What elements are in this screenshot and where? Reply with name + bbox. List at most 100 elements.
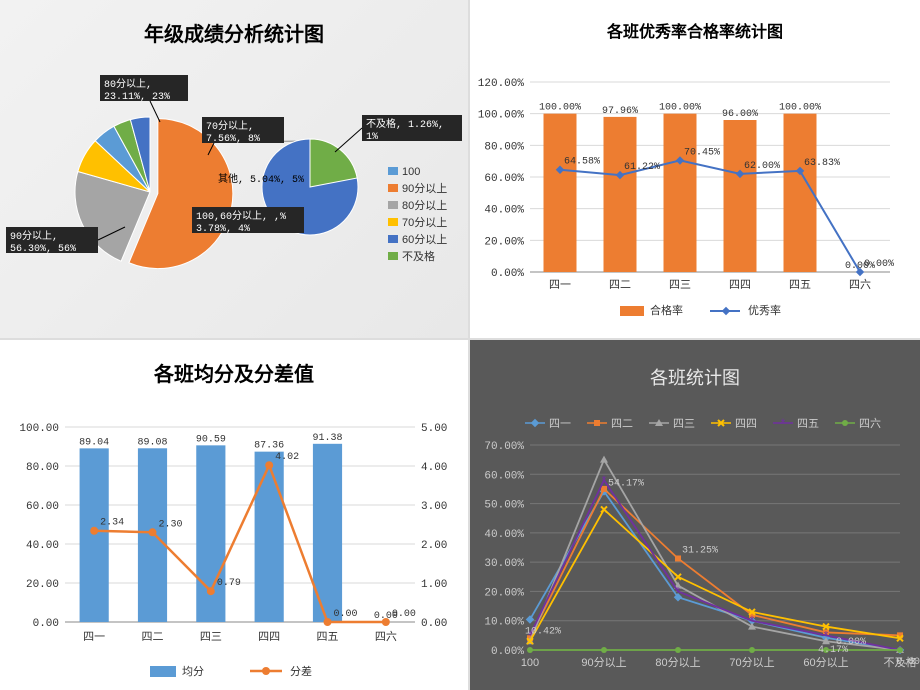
svg-text:0.00%: 0.00% <box>491 268 524 280</box>
svg-text:89.08: 89.08 <box>137 437 167 448</box>
svg-text:100: 100 <box>521 657 539 669</box>
svg-text:四二: 四二 <box>611 418 633 430</box>
svg-text:60分以上: 60分以上 <box>402 233 447 246</box>
svg-text:10.00%: 10.00% <box>484 617 524 629</box>
svg-text:30.00%: 30.00% <box>484 558 524 570</box>
svg-text:其他, 5.04%, 5%: 其他, 5.04%, 5% <box>218 172 304 186</box>
svg-text:四五: 四五 <box>317 631 339 643</box>
pie-title: 年级成绩分析统计图 <box>0 18 468 47</box>
svg-text:50.00%: 50.00% <box>484 500 524 512</box>
svg-text:0.00%: 0.00% <box>491 646 524 658</box>
svg-text:96.00%: 96.00% <box>722 109 758 120</box>
svg-text:120.00%: 120.00% <box>478 78 525 90</box>
svg-text:*: * <box>602 473 607 487</box>
svg-text:60.00: 60.00 <box>26 501 59 513</box>
svg-text:97.96%: 97.96% <box>602 106 638 117</box>
svg-text:70分以上,: 70分以上, <box>206 120 254 133</box>
svg-text:63.83%: 63.83% <box>804 158 840 169</box>
class-dist-chart: 0.00% 10.00% 20.00% 30.00% 40.00% 50.00% 60.00… <box>470 390 920 690</box>
svg-text:2.30: 2.30 <box>159 519 183 530</box>
svg-text:31.25%: 31.25% <box>682 545 718 556</box>
svg-text:4.00: 4.00 <box>421 462 447 474</box>
svg-text:54.17%: 54.17% <box>608 478 644 489</box>
avg-diff-chart: 0.0020.0040.0060.0080.00100.000.001.002.… <box>0 387 470 690</box>
svg-text:90分以上,: 90分以上, <box>10 230 58 243</box>
svg-text:4.02: 4.02 <box>275 452 299 463</box>
svg-text:四一: 四一 <box>549 279 571 291</box>
svg-text:0.00%: 0.00% <box>864 259 894 270</box>
svg-text:*: * <box>750 614 755 628</box>
svg-text:*: * <box>824 628 829 642</box>
svg-text:0.00%: 0.00% <box>896 657 920 668</box>
svg-text:60.00%: 60.00% <box>484 470 524 482</box>
svg-text:80.00%: 80.00% <box>484 141 524 153</box>
svg-text:90.59: 90.59 <box>196 434 226 445</box>
svg-text:40.00%: 40.00% <box>484 205 524 217</box>
svg-text:四五: 四五 <box>797 418 819 430</box>
svg-text:100.00%: 100.00% <box>779 103 821 114</box>
svg-text:均分: 均分 <box>182 665 204 678</box>
svg-text:60分以上: 60分以上 <box>803 656 848 669</box>
grade-pie-panel: 年级成绩分析统计图 90分以上,56.30%, 56% 80分以上,23.11%,… <box>0 0 470 340</box>
svg-text:四六: 四六 <box>849 278 871 291</box>
svg-text:90分以上: 90分以上 <box>581 656 626 669</box>
svg-text:100.00%: 100.00% <box>659 103 701 114</box>
svg-text:80分以上: 80分以上 <box>402 199 447 212</box>
pie-chart: 90分以上,56.30%, 56% 80分以上,23.11%, 23% 70分以上,… <box>0 47 470 340</box>
dashboard-grid: 年级成绩分析统计图 90分以上,56.30%, 56% 80分以上,23.11%,… <box>0 0 920 690</box>
svg-text:20.00%: 20.00% <box>484 236 524 248</box>
svg-text:四三: 四三 <box>669 279 691 291</box>
svg-text:3.00: 3.00 <box>421 501 447 513</box>
svg-text:70.45%: 70.45% <box>684 147 720 158</box>
svg-text:四三: 四三 <box>673 418 695 430</box>
svg-text:20.00%: 20.00% <box>484 587 524 599</box>
svg-text:100.00%: 100.00% <box>478 110 525 122</box>
svg-text:64.58%: 64.58% <box>564 157 600 168</box>
svg-text:70分以上: 70分以上 <box>729 656 774 669</box>
svg-text:四六: 四六 <box>375 630 397 643</box>
svg-text:0.79: 0.79 <box>217 578 241 589</box>
svg-text:20.00: 20.00 <box>26 579 59 591</box>
svg-text:四四: 四四 <box>258 631 280 643</box>
svg-text:3.78%, 4%: 3.78%, 4% <box>196 224 250 235</box>
svg-text:2.00: 2.00 <box>421 540 447 552</box>
svg-text:40.00%: 40.00% <box>484 529 524 541</box>
svg-text:四一: 四一 <box>549 418 571 430</box>
class-dist-panel: 各班统计图 0.00% 10.00% 20.00% 30.00% 40.00% 50.00… <box>470 340 920 690</box>
svg-text:四三: 四三 <box>200 631 222 643</box>
svg-text:四六: 四六 <box>859 417 881 430</box>
svg-text:0.00: 0.00 <box>334 609 358 620</box>
svg-text:四二: 四二 <box>142 631 164 643</box>
svg-text:80分以上: 80分以上 <box>655 656 700 669</box>
svg-text:100,60分以上, ,%: 100,60分以上, ,% <box>196 210 286 223</box>
svg-text:100.00%: 100.00% <box>539 103 581 114</box>
svg-text:91.38: 91.38 <box>312 433 342 444</box>
svg-text:2.34: 2.34 <box>100 518 124 529</box>
svg-text:1%: 1% <box>366 132 378 143</box>
svg-text:62.00%: 62.00% <box>744 161 780 172</box>
svg-text:优秀率: 优秀率 <box>748 303 781 317</box>
svg-text:0.00: 0.00 <box>392 609 416 620</box>
svg-text:100.00: 100.00 <box>19 423 59 435</box>
svg-text:87.36: 87.36 <box>254 441 284 452</box>
pass-title: 各班优秀率合格率统计图 <box>470 18 920 42</box>
svg-text:90分以上: 90分以上 <box>402 182 447 195</box>
svg-text:80分以上,: 80分以上, <box>104 78 152 91</box>
svg-text:0.00%: 0.00% <box>836 637 866 648</box>
svg-text:23.11%, 23%: 23.11%, 23% <box>104 92 170 103</box>
svg-text:0.00: 0.00 <box>421 618 447 630</box>
avg-diff-panel: 各班均分及分差值 0.0020.0040.0060.0080.00100.000… <box>0 340 470 690</box>
svg-text:70分以上: 70分以上 <box>402 216 447 229</box>
svg-text:分差: 分差 <box>290 664 312 678</box>
svg-text:不及格, 1.26%,: 不及格, 1.26%, <box>366 117 444 131</box>
pass-rate-chart: 0.00%20.00%40.00%60.00%80.00%100.00%120.… <box>470 42 920 340</box>
svg-text:四四: 四四 <box>729 279 751 291</box>
svg-text:100: 100 <box>402 166 420 178</box>
svg-text:56.30%, 56%: 56.30%, 56% <box>10 244 76 255</box>
dist-title: 各班统计图 <box>470 364 920 390</box>
svg-text:四一: 四一 <box>83 631 105 643</box>
svg-text:89.04: 89.04 <box>79 437 109 448</box>
svg-text:5.00: 5.00 <box>421 423 447 435</box>
svg-text:10.42%: 10.42% <box>525 626 561 637</box>
pass-rate-panel: 各班优秀率合格率统计图 0.00%20.00%40.00%60.00%80.00… <box>470 0 920 340</box>
